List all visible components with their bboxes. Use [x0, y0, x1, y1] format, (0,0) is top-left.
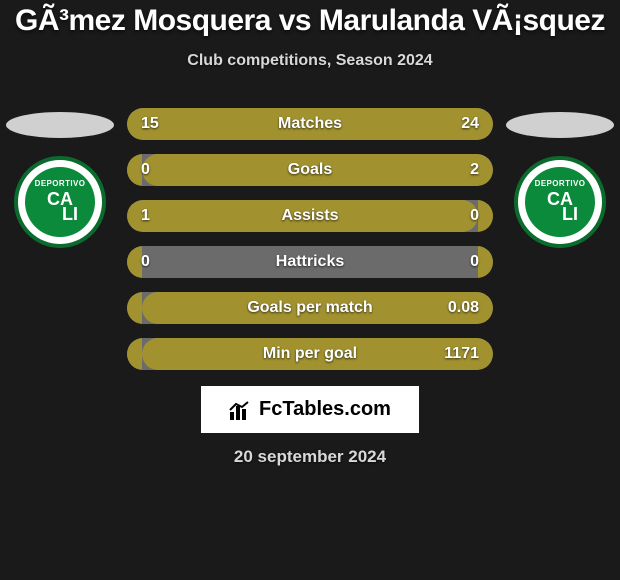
bar-left-fill: [127, 246, 142, 278]
stats-bars: 15 Matches 24 0 Goals 2 1 Assists 0 0 Hattricks 0 Go…: [127, 108, 493, 370]
page-subtitle: Club competitions, Season 2024: [187, 52, 432, 70]
footer-date: 20 september 2024: [234, 447, 386, 467]
bar-label: Min per goal: [263, 345, 357, 363]
page-title: GÃ³mez Mosquera vs Marulanda VÃ¡squez: [15, 4, 605, 38]
bar-value-right: 0: [470, 253, 479, 271]
club-right-line2: LI: [562, 207, 578, 221]
stat-bar: 0 Goals 2: [127, 154, 493, 186]
comparison-container: GÃ³mez Mosquera vs Marulanda VÃ¡squez Cl…: [0, 0, 620, 580]
club-logo-left-inner: DEPORTIVO CA LI: [25, 167, 95, 237]
bar-value-right: 24: [461, 115, 479, 133]
stat-bar: 1 Assists 0: [127, 200, 493, 232]
player-right-photo-placeholder: [506, 112, 614, 138]
stat-bar: Min per goal 1171: [127, 338, 493, 370]
bar-value-right: 2: [470, 161, 479, 179]
bar-value-right: 0.08: [448, 299, 479, 317]
club-left-line2: LI: [62, 207, 78, 221]
bar-value-left: 0: [141, 253, 150, 271]
bar-label: Assists: [282, 207, 339, 225]
bar-right-fill: [478, 200, 493, 232]
bar-value-right: 0: [470, 207, 479, 225]
bar-right-fill: [478, 246, 493, 278]
player-left-photo-placeholder: [6, 112, 114, 138]
player-right-col: DEPORTIVO CA LI: [505, 108, 615, 248]
bar-label: Hattricks: [276, 253, 344, 271]
stat-bar: 15 Matches 24: [127, 108, 493, 140]
main-row: DEPORTIVO CA LI 15 Matches 24 0 Goals 2 1 Assis…: [0, 108, 620, 370]
chart-icon: [229, 400, 253, 420]
bar-label: Goals per match: [247, 299, 372, 317]
club-logo-right-inner: DEPORTIVO CA LI: [525, 167, 595, 237]
bar-label: Goals: [288, 161, 332, 179]
stat-bar: Goals per match 0.08: [127, 292, 493, 324]
club-right-top-text: DEPORTIVO: [535, 179, 586, 188]
bar-left-fill: [127, 154, 142, 186]
club-logo-right: DEPORTIVO CA LI: [514, 156, 606, 248]
club-left-top-text: DEPORTIVO: [35, 179, 86, 188]
bar-value-right: 1171: [444, 345, 479, 363]
bar-left-fill: [127, 338, 142, 370]
bar-value-left: 0: [141, 161, 150, 179]
club-logo-left: DEPORTIVO CA LI: [14, 156, 106, 248]
footer-brand-box[interactable]: FcTables.com: [201, 386, 419, 433]
bar-value-left: 15: [141, 115, 159, 133]
bar-label: Matches: [278, 115, 342, 133]
stat-bar: 0 Hattricks 0: [127, 246, 493, 278]
bar-value-left: 1: [141, 207, 150, 225]
footer-brand-text: FcTables.com: [259, 398, 391, 421]
bar-left-fill: [127, 292, 142, 324]
player-left-col: DEPORTIVO CA LI: [5, 108, 115, 248]
